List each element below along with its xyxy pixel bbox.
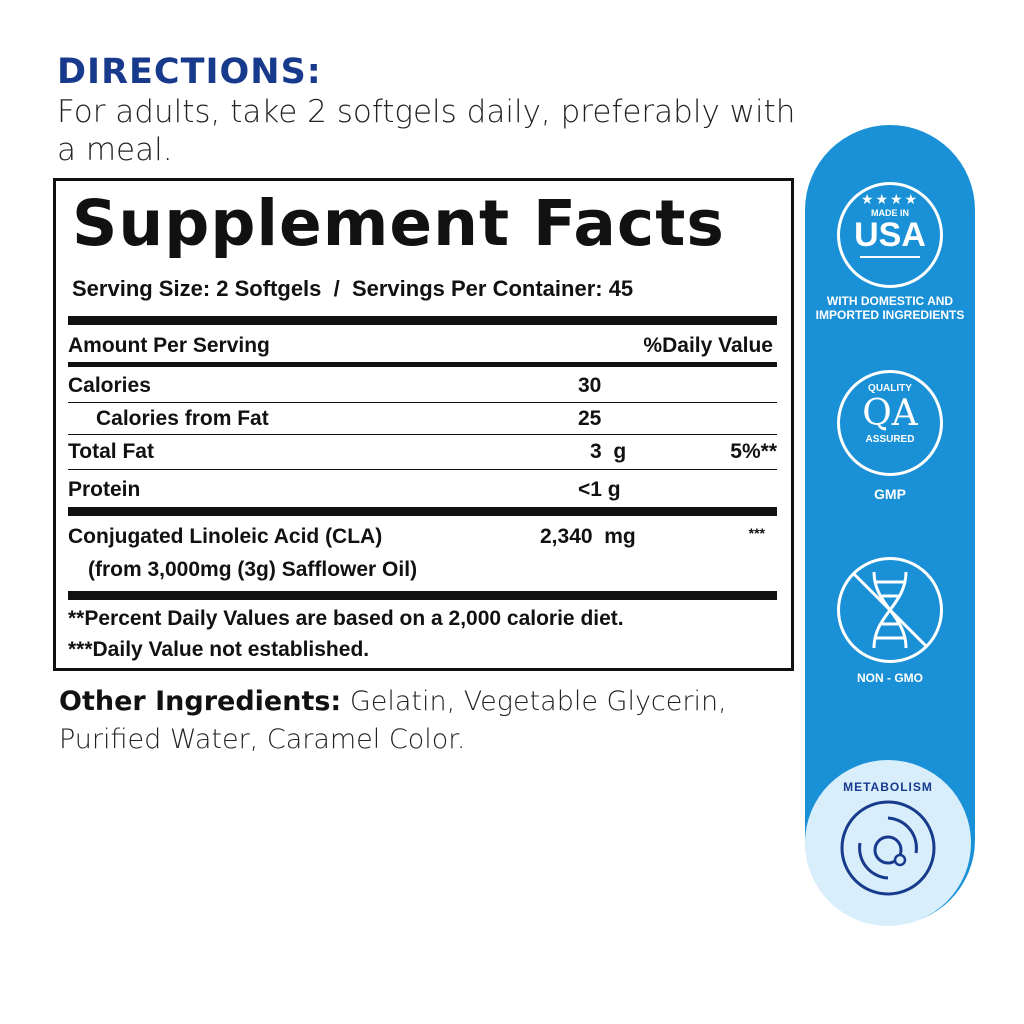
facts-title: Supplement Facts — [72, 187, 725, 260]
nutrient-name: Calories — [68, 374, 151, 397]
nutrient-amount: 30 — [578, 374, 602, 397]
usa-top-text: MADE IN — [871, 208, 909, 218]
nutrient-name: Conjugated Linoleic Acid (CLA) — [68, 525, 383, 548]
stars-icon: ★★★★ — [860, 191, 920, 207]
divider — [68, 507, 777, 516]
qa-top-text: QUALITY — [868, 383, 912, 394]
directions-text: For adults, take 2 softgels daily, prefe… — [57, 94, 796, 168]
metabolism-text: METABOLISM — [843, 780, 933, 794]
gmp-caption: GMP — [874, 486, 906, 502]
non-gmo-badge — [837, 557, 943, 663]
nutrient-name: Protein — [68, 478, 141, 501]
nutrient-dv: 5%** — [730, 440, 777, 463]
made-in-usa-badge: ★★★★ MADE IN USA — [837, 182, 943, 288]
stripes-icon — [860, 256, 920, 258]
nutrient-name: Calories from Fat — [96, 407, 269, 430]
nutrient-amount: 3 g — [590, 440, 627, 463]
nutrient-dv: *** — [748, 525, 765, 541]
supplement-facts-panel: Supplement Facts Serving Size: 2 Softgel… — [53, 178, 794, 671]
other-ingredients-text: Gelatin, Vegetable Glycerin, Purified Wa… — [59, 686, 727, 755]
usa-text: USA — [854, 216, 926, 254]
dna-crossed-icon — [852, 571, 928, 649]
metabolism-cycle-icon — [840, 800, 936, 896]
divider — [68, 591, 777, 600]
serving-info: Serving Size: 2 Softgels / Servings Per … — [72, 276, 634, 301]
divider — [68, 469, 777, 470]
other-ingredients-label: Other Ingredients: — [59, 686, 342, 717]
footnote-text: **Percent Daily Values are based on a 2,… — [68, 607, 624, 630]
metabolism-badge: METABOLISM — [805, 760, 971, 926]
divider — [68, 434, 777, 435]
nutrient-name: Total Fat — [68, 440, 154, 463]
divider — [68, 362, 777, 367]
qa-bottom-text: ASSURED — [865, 434, 915, 445]
qa-check-icon: QA — [862, 393, 918, 434]
divider — [68, 402, 777, 403]
amount-header: Amount Per Serving — [68, 334, 270, 357]
other-ingredients: Other Ingredients: Gelatin, Vegetable Gl… — [59, 683, 799, 759]
nutrient-amount: 2,340 mg — [540, 525, 636, 548]
nutrient-source: (from 3,000mg (3g) Safflower Oil) — [88, 558, 418, 581]
directions-title: DIRECTIONS: — [57, 52, 322, 92]
dv-header: %Daily Value — [643, 334, 773, 357]
non-gmo-caption: NON - GMO — [857, 671, 923, 685]
nutrient-amount: 25 — [578, 407, 602, 430]
quality-assured-badge: QUALITY QA ASSURED — [837, 370, 943, 476]
divider — [68, 316, 777, 325]
usa-caption: WITH DOMESTIC AND IMPORTED INGREDIENTS — [815, 294, 965, 322]
footnote-text: ***Daily Value not established. — [68, 638, 370, 661]
nutrient-amount: <1 g — [578, 478, 621, 501]
